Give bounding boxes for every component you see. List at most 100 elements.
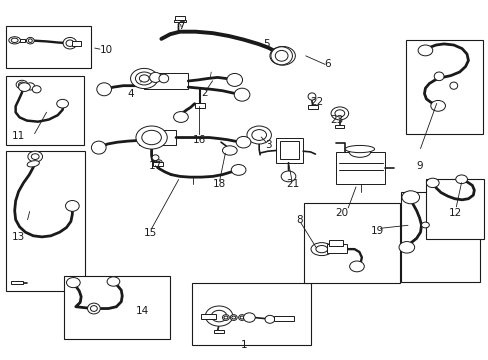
Ellipse shape	[417, 45, 432, 56]
Ellipse shape	[65, 201, 79, 211]
Bar	[152, 162, 163, 166]
Ellipse shape	[226, 73, 242, 86]
Text: 17: 17	[148, 161, 162, 171]
Ellipse shape	[211, 310, 226, 322]
Ellipse shape	[57, 99, 68, 108]
Bar	[336, 152, 385, 184]
Ellipse shape	[398, 242, 414, 253]
Ellipse shape	[32, 86, 41, 93]
Ellipse shape	[31, 154, 39, 159]
Ellipse shape	[231, 165, 245, 175]
Bar	[20, 39, 25, 42]
Ellipse shape	[19, 82, 25, 87]
Ellipse shape	[269, 46, 295, 65]
Bar	[326, 244, 346, 253]
Text: 5: 5	[263, 39, 269, 49]
Ellipse shape	[205, 306, 232, 326]
Ellipse shape	[246, 126, 271, 144]
Text: 6: 6	[324, 59, 330, 69]
Text: 12: 12	[448, 208, 462, 218]
Bar	[304, 203, 399, 283]
Bar	[144, 73, 188, 89]
Ellipse shape	[136, 126, 167, 149]
Bar	[335, 125, 344, 128]
Ellipse shape	[238, 315, 245, 320]
Text: 3: 3	[264, 140, 271, 150]
Text: 10: 10	[100, 45, 113, 55]
Ellipse shape	[251, 130, 266, 140]
Bar	[213, 330, 224, 333]
Ellipse shape	[28, 151, 42, 162]
Ellipse shape	[231, 316, 235, 319]
Bar	[174, 20, 185, 22]
Bar	[276, 138, 303, 163]
Text: 14: 14	[136, 306, 149, 316]
Text: 21: 21	[285, 179, 299, 189]
Bar	[6, 26, 91, 68]
Text: 22: 22	[309, 96, 323, 107]
Ellipse shape	[334, 110, 344, 117]
Bar	[426, 179, 483, 239]
Ellipse shape	[26, 83, 35, 90]
Ellipse shape	[430, 100, 445, 111]
Ellipse shape	[27, 161, 40, 167]
Ellipse shape	[275, 50, 287, 61]
Bar	[11, 281, 23, 284]
Bar	[273, 316, 294, 321]
Bar	[63, 276, 170, 339]
Ellipse shape	[152, 155, 159, 161]
Text: 18: 18	[212, 179, 225, 189]
Ellipse shape	[449, 82, 457, 89]
Ellipse shape	[142, 130, 161, 145]
Bar	[6, 151, 85, 291]
Ellipse shape	[155, 160, 162, 166]
Ellipse shape	[87, 303, 100, 314]
Ellipse shape	[330, 107, 348, 120]
Ellipse shape	[159, 74, 168, 83]
Ellipse shape	[281, 171, 295, 182]
Ellipse shape	[28, 39, 32, 42]
Text: 4: 4	[127, 89, 134, 99]
Bar	[191, 283, 311, 345]
Ellipse shape	[16, 80, 28, 89]
Ellipse shape	[19, 83, 30, 91]
Ellipse shape	[90, 306, 97, 311]
Ellipse shape	[135, 72, 153, 85]
Ellipse shape	[240, 316, 244, 319]
Ellipse shape	[130, 68, 158, 89]
Text: 23: 23	[329, 114, 343, 125]
Ellipse shape	[315, 246, 327, 253]
Ellipse shape	[173, 112, 188, 122]
Ellipse shape	[310, 243, 332, 256]
Text: 20: 20	[334, 208, 347, 218]
Ellipse shape	[149, 72, 161, 82]
Ellipse shape	[26, 37, 34, 44]
Ellipse shape	[264, 315, 274, 323]
Text: 2: 2	[201, 88, 207, 98]
Ellipse shape	[270, 47, 292, 65]
Bar	[279, 141, 299, 159]
Ellipse shape	[66, 278, 80, 288]
Ellipse shape	[222, 315, 229, 320]
Bar	[175, 16, 184, 22]
Ellipse shape	[91, 141, 106, 154]
Text: 7: 7	[178, 21, 185, 31]
Ellipse shape	[243, 313, 255, 322]
Ellipse shape	[349, 261, 364, 272]
Ellipse shape	[66, 40, 74, 46]
Bar	[139, 130, 176, 145]
Bar	[405, 40, 482, 134]
Text: 15: 15	[143, 228, 157, 238]
Ellipse shape	[11, 38, 18, 42]
Bar	[6, 76, 84, 145]
Ellipse shape	[426, 178, 438, 188]
Ellipse shape	[236, 136, 250, 148]
Ellipse shape	[345, 145, 374, 153]
Text: 11: 11	[12, 131, 25, 141]
Ellipse shape	[273, 49, 291, 62]
Text: 13: 13	[12, 232, 25, 242]
Ellipse shape	[222, 146, 237, 155]
Bar	[400, 192, 479, 282]
Ellipse shape	[234, 88, 249, 101]
Bar	[72, 41, 81, 46]
